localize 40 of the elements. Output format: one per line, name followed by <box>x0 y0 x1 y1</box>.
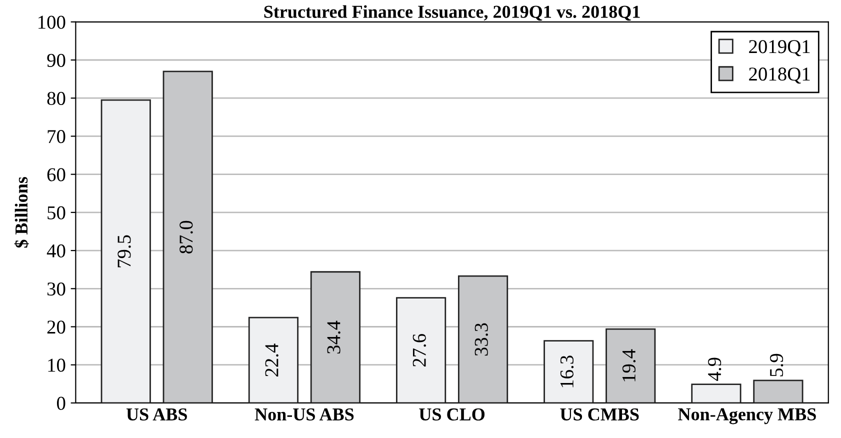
data-label: 34.4 <box>327 320 340 354</box>
data-label: 16.3 <box>560 356 574 388</box>
y-tick-label: 60 <box>47 168 66 182</box>
y-tick-label: 50 <box>48 206 66 220</box>
data-label: 79.5 <box>118 235 131 268</box>
y-tick-label: 40 <box>46 244 66 258</box>
bar <box>458 275 508 403</box>
bar <box>544 340 594 403</box>
chart-title: Structured Finance Issuance, 2019Q1 vs. 2018Q1 <box>264 5 640 21</box>
data-label: 87.0 <box>180 220 193 254</box>
x-tick-label: Non-US ABS <box>254 408 354 421</box>
bar <box>606 328 656 403</box>
data-label: 4.9 <box>708 358 722 381</box>
bar <box>396 297 446 403</box>
bar <box>100 99 151 403</box>
y-tick-label: 10 <box>48 358 66 372</box>
data-label: 27.6 <box>412 334 426 367</box>
y-axis-title: $ Billions <box>14 177 29 248</box>
y-tick-label: 30 <box>47 282 66 296</box>
bar <box>691 384 742 403</box>
data-label: 5.9 <box>770 354 784 376</box>
x-tick-label: US ABS <box>126 408 187 421</box>
y-tick-label: 0 <box>56 396 66 410</box>
data-label: 22.4 <box>265 344 278 376</box>
legend-label: 2019Q1 <box>749 40 810 56</box>
y-tick-label: 20 <box>47 320 66 334</box>
bar <box>753 380 804 403</box>
y-tick-label: 100 <box>38 16 66 29</box>
bar <box>310 271 360 403</box>
bar <box>162 70 213 403</box>
data-label: 33.3 <box>474 323 488 356</box>
x-tick-label: US CLO <box>419 408 485 421</box>
x-tick-label: Non-Agency MBS <box>678 408 816 424</box>
y-tick-label: 70 <box>48 130 66 144</box>
x-tick-label: US CMBS <box>560 408 639 421</box>
bar <box>248 316 299 403</box>
data-label: 19.4 <box>622 349 636 382</box>
y-tick-label: 80 <box>47 92 66 106</box>
legend-label: 2018Q1 <box>749 68 810 84</box>
y-tick-label: 90 <box>47 54 66 67</box>
